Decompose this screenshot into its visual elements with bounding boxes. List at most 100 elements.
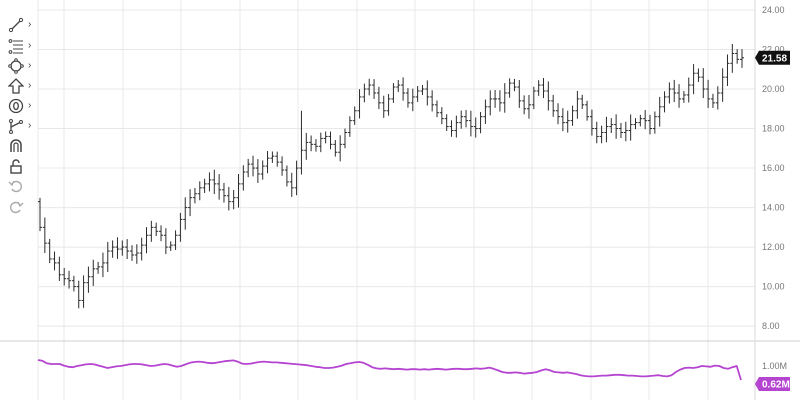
ohlc-bar	[725, 54, 730, 86]
ohlc-bar	[531, 86, 536, 110]
ohlc-bar	[376, 86, 381, 110]
ohlc-bar	[439, 107, 444, 125]
ohlc-bar	[478, 111, 483, 134]
ohlc-bar	[352, 106, 357, 125]
ohlc-bar	[391, 83, 396, 103]
chevron-right-icon[interactable]: ›	[28, 60, 32, 71]
ohlc-bar	[221, 182, 226, 203]
chevron-right-icon[interactable]: ›	[28, 120, 32, 131]
ohlc-bar	[691, 64, 696, 95]
ohlc-bar	[715, 86, 720, 110]
ohlc-bar	[197, 181, 202, 201]
ohlc-bar	[144, 227, 149, 254]
fibonacci-icon	[8, 39, 23, 54]
ohlc-bar	[681, 91, 686, 103]
magnet-icon	[10, 139, 22, 152]
ohlc-bar	[91, 259, 96, 286]
magnet-tool[interactable]	[8, 137, 36, 155]
ohlc-bar	[139, 237, 144, 261]
ohlc-bar	[677, 84, 682, 108]
arrow-up-tool[interactable]: ›	[8, 77, 36, 95]
ohlc-bar	[62, 268, 67, 286]
ohlc-bar	[323, 131, 328, 144]
ohlc-bar	[507, 78, 512, 98]
ohlc-bar	[42, 217, 47, 253]
volume-tick-label: 1.00M	[762, 361, 787, 371]
chevron-right-icon[interactable]: ›	[28, 19, 32, 30]
ohlc-bar	[618, 122, 623, 139]
ohlc-bar	[110, 240, 115, 258]
ohlc-bar	[231, 190, 236, 210]
lock-open-tool[interactable]	[8, 157, 36, 175]
redo-tool[interactable]	[8, 198, 36, 216]
ohlc-bar	[81, 275, 86, 308]
ohlc-bar	[255, 159, 260, 183]
ohlc-bar	[125, 239, 130, 260]
ohlc-bar	[207, 172, 212, 192]
ohlc-bar	[720, 68, 725, 102]
ohlc-bar	[464, 109, 469, 128]
price-axis[interactable]: 8.0010.0012.0014.0016.0018.0020.0022.002…	[762, 5, 787, 371]
undo-tool[interactable]	[8, 177, 36, 195]
ohlc-bar	[405, 88, 410, 108]
ohlc-bar	[652, 111, 657, 134]
ohlc-bar	[47, 238, 52, 264]
ohlc-bar	[686, 77, 691, 103]
ohlc-bar	[459, 110, 464, 129]
ohlc-bar	[333, 140, 338, 157]
volume-last-badge	[755, 377, 790, 391]
ohlc-bar	[735, 49, 740, 64]
measure-icon	[9, 119, 23, 134]
ohlc-bar	[178, 212, 183, 242]
ohlc-bar	[134, 244, 139, 264]
ohlc-bar	[217, 174, 222, 200]
fibonacci-tool[interactable]: ›	[8, 37, 36, 55]
ohlc-bar	[192, 188, 197, 204]
ohlc-bar	[536, 80, 541, 96]
ohlc-bar	[226, 186, 231, 211]
volume-last-label: 0.62M	[762, 380, 790, 391]
ohlc-bar	[710, 93, 715, 108]
ohlc-bar	[67, 270, 72, 289]
ohlc-bar	[52, 251, 57, 271]
ohlc-bar	[265, 151, 270, 174]
shapes-tool[interactable]: ›	[8, 57, 36, 75]
price-tick-label: 8.00	[762, 321, 780, 331]
ohlc-bar	[154, 222, 159, 236]
measure-tool[interactable]: ›	[8, 117, 36, 135]
ohlc-bar	[614, 114, 619, 139]
ohlc-bar	[589, 109, 594, 136]
ohlc-bar	[565, 110, 570, 133]
zero-annotation-tool[interactable]: ›	[8, 97, 36, 115]
ohlc-bar	[202, 178, 207, 193]
ohlc-bars	[38, 43, 744, 309]
ohlc-bar	[386, 93, 391, 116]
ohlc-bar	[560, 108, 565, 132]
ohlc-bar	[430, 90, 435, 112]
ohlc-bar	[546, 81, 551, 111]
ohlc-bar	[270, 151, 275, 163]
ohlc-bar	[38, 197, 42, 232]
trendline-tool[interactable]: ›	[8, 16, 36, 34]
price-tick-label: 10.00	[762, 282, 785, 292]
ohlc-bar	[183, 197, 188, 230]
ohlc-bar	[493, 90, 498, 108]
ohlc-bar	[512, 78, 517, 92]
ohlc-bar	[120, 240, 125, 256]
ohlc-bar	[643, 110, 648, 130]
ohlc-bar	[730, 43, 735, 73]
ohlc-bar	[434, 100, 439, 118]
chevron-right-icon[interactable]: ›	[28, 80, 32, 91]
ohlc-bar	[284, 165, 289, 187]
ohlc-bar	[289, 172, 294, 197]
ohlc-bar	[410, 88, 415, 112]
ohlc-bar	[280, 156, 285, 176]
chevron-right-icon[interactable]: ›	[28, 100, 32, 111]
chevron-right-icon[interactable]: ›	[28, 40, 32, 51]
ohlc-bar	[575, 90, 580, 119]
ohlc-bar	[343, 128, 348, 149]
ohlc-bar	[246, 158, 251, 178]
price-tick-label: 20.00	[762, 84, 785, 94]
